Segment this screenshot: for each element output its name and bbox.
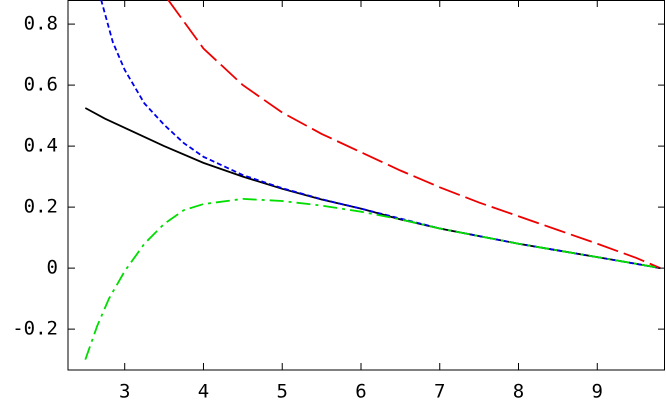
x-tick-label: 5 — [277, 381, 288, 403]
y-tick-label: -0.2 — [12, 318, 58, 340]
plot-frame — [67, 0, 665, 371]
plot-area — [84, 0, 661, 360]
series-line — [167, 0, 661, 269]
x-tick-label: 8 — [513, 381, 524, 403]
y-tick-label: 0.8 — [24, 13, 58, 35]
x-tick-label: 7 — [434, 381, 445, 403]
x-tick-label: 9 — [592, 381, 603, 403]
x-tick-label: 6 — [355, 381, 366, 403]
y-tick-label: 0.4 — [24, 135, 58, 157]
y-tick-label: 0 — [47, 257, 58, 279]
x-tick-label: 4 — [198, 381, 209, 403]
y-tick-label: 0.6 — [24, 74, 58, 96]
series-line — [100, 0, 661, 270]
x-tick-label: 3 — [119, 381, 130, 403]
y-tick-label: 0.2 — [24, 196, 58, 218]
series-line — [84, 197, 661, 360]
